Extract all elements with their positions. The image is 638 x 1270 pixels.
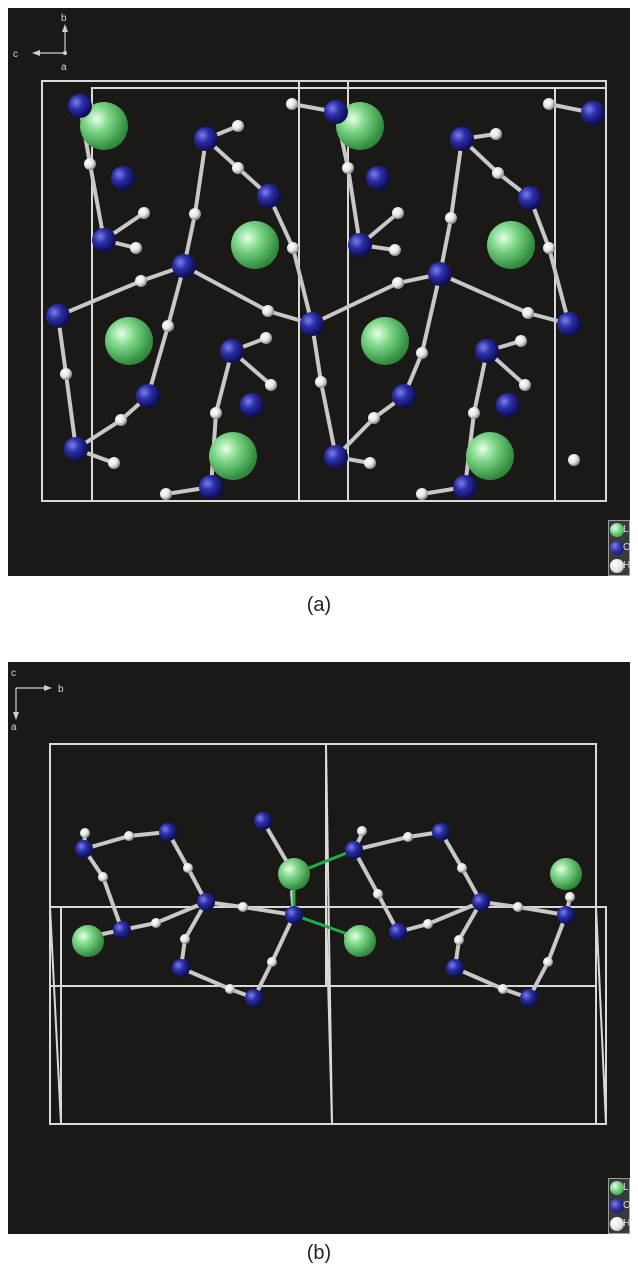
atom-legend-b: L O H xyxy=(608,1178,631,1234)
atom-legend-a: L O H xyxy=(608,520,631,576)
h-atom-icon xyxy=(610,1217,624,1231)
caption-a: (a) xyxy=(306,594,332,616)
crystal-structure-panel-a: b c a xyxy=(8,8,631,576)
axis-label-b: b xyxy=(58,684,64,695)
structure-view-a: b c a xyxy=(13,13,607,502)
axis-indicator: c b a xyxy=(11,668,64,733)
l-atoms xyxy=(72,858,582,957)
o-atoms xyxy=(46,94,605,499)
legend-label-l: L xyxy=(623,1182,629,1193)
o-atom-icon xyxy=(610,541,624,555)
crystal-structure-panel-b: c b a xyxy=(8,662,631,1234)
unit-cell-frame xyxy=(41,80,607,502)
axis-label-c: c xyxy=(11,668,16,679)
o-atom-icon xyxy=(610,1199,624,1213)
legend-item-l: L xyxy=(609,1179,629,1197)
legend-item-h: H xyxy=(609,557,631,575)
legend-item-o: O xyxy=(609,539,631,557)
l-atom-icon xyxy=(610,523,624,537)
h-atoms xyxy=(60,98,580,500)
legend-item-h: H xyxy=(609,1215,631,1233)
legend-item-o: O xyxy=(609,1197,631,1215)
l-atoms xyxy=(80,102,535,480)
o-atoms xyxy=(75,812,575,1007)
bond-network xyxy=(56,102,595,496)
axis-label-a: a xyxy=(11,722,17,733)
h-atoms xyxy=(80,826,575,994)
caption-b: (b) xyxy=(306,1242,332,1264)
legend-label-l: L xyxy=(623,524,629,535)
axis-label-b: b xyxy=(61,13,67,24)
legend-label-o: O xyxy=(623,542,631,553)
h-atom-icon xyxy=(610,559,624,573)
legend-label-o: O xyxy=(623,1200,631,1211)
legend-label-h: H xyxy=(623,560,631,571)
axis-indicator: b c a xyxy=(13,13,68,73)
axis-label-a: a xyxy=(61,62,67,73)
axis-label-c: c xyxy=(13,49,18,60)
legend-label-h: H xyxy=(623,1218,631,1229)
unit-cell-frame xyxy=(49,743,607,1125)
structure-view-b: c b a xyxy=(11,668,607,1125)
l-atom-icon xyxy=(610,1181,624,1195)
legend-item-l: L xyxy=(609,521,629,539)
